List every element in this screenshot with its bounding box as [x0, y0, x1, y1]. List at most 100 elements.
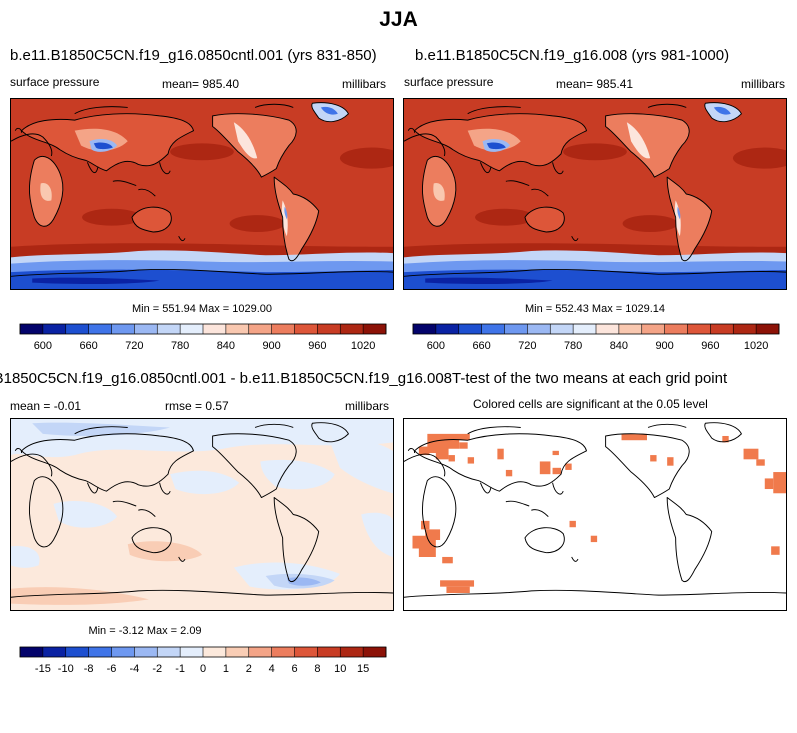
panel1-title: b.e11.B1850C5CN.f19_g16.0850cntl.001 (yr…	[10, 47, 377, 64]
panel1-colorbar-swatch	[248, 324, 272, 334]
panel3-title-clip: b.e11.B1850C5CN.f19_g16.0850cntl.001 - b…	[0, 368, 452, 390]
panel3-colorbar-tick-label: -2	[152, 663, 162, 675]
panel1-minmax: Min = 551.94 Max = 1029.00	[131, 303, 273, 315]
panel3-colorbar-swatch	[225, 647, 250, 657]
panel2-minmax: Min = 552.43 Max = 1029.14	[524, 303, 666, 315]
panel2-colorbar-swatch	[550, 324, 574, 334]
panel2-units: millibars	[741, 77, 786, 91]
panel2-colorbar-swatch	[573, 324, 597, 334]
panel2-variable: surface pressure	[404, 75, 494, 89]
panel3-colorbar-swatch	[340, 647, 364, 657]
panel1-colorbar-tick-label: 660	[79, 340, 97, 352]
panel1-variable: surface pressure	[10, 75, 100, 89]
panel3-colorbar-tick-label: -6	[107, 663, 117, 675]
panel3-colorbar-tick-label: -10	[58, 663, 74, 675]
panel1-colorbar-swatch	[111, 324, 135, 334]
panel3-colorbar-swatch	[294, 647, 318, 657]
panel3-minmax: Min = -3.12 Max = 2.09	[88, 625, 202, 637]
panel1-colorbar-tick-label: 900	[262, 340, 280, 352]
panel1-colorbar-tick-label: 840	[217, 340, 235, 352]
panel2-colorbar-swatch	[756, 324, 780, 334]
panel4-title: T-test of the two means at each grid poi…	[452, 370, 728, 387]
panel2-colorbar-tick-label: 960	[701, 340, 719, 352]
panel3-mean: mean = -0.01	[10, 399, 82, 413]
panel1-mean: mean= 985.40	[162, 77, 240, 91]
panel2-colorbar-swatch	[458, 324, 482, 334]
panel2-colorbar-tick-label: 840	[610, 340, 628, 352]
panel1-colorbar-swatch	[363, 324, 387, 334]
panel3-colorbar-tick-label: 6	[291, 663, 297, 675]
panel1-colorbar-tick-label: 960	[308, 340, 326, 352]
panel1-colorbar-swatch	[294, 324, 318, 334]
panel3-colorbar-swatch	[180, 647, 204, 657]
panel3-units: millibars	[345, 399, 390, 413]
panel2-colorbar-swatch	[710, 324, 734, 334]
panel2-colorbar-swatch	[687, 324, 711, 334]
panel1-colorbar-swatch	[65, 324, 89, 334]
panel3-colorbar-swatch	[134, 647, 158, 657]
panel3-colorbar-swatch	[65, 647, 89, 657]
panel2-colorbar-swatch	[733, 324, 757, 334]
panel1-colorbar-swatch	[157, 324, 181, 334]
panel3-colorbar-tick-label: -1	[175, 663, 185, 675]
panel2-mean: mean= 985.41	[556, 77, 634, 91]
panel1-colorbar-tick-label: 1020	[351, 340, 375, 352]
panel2-colorbar-tick-label: 660	[472, 340, 490, 352]
panel1-colorbar-swatch	[271, 324, 295, 334]
panel3-colorbar-tick-label: 4	[269, 663, 275, 675]
panel2-colorbar-swatch	[413, 324, 437, 334]
panel3-colorbar-swatch	[157, 647, 181, 657]
panel3-colorbar-tick-label: -4	[129, 663, 139, 675]
panel1-colorbar-swatch	[225, 324, 250, 334]
panel3-colorbar-swatch	[363, 647, 387, 657]
panel2-colorbar-swatch	[481, 324, 505, 334]
panel3-colorbar-tick-label: 10	[334, 663, 346, 675]
panel3-colorbar-tick-label: 0	[200, 663, 206, 675]
panel1-colorbar-tick-label: 780	[171, 340, 189, 352]
panel3-colorbar-swatch	[271, 647, 295, 657]
panel1-map	[10, 98, 394, 290]
panel2-colorbar-swatch	[641, 324, 665, 334]
panel2-colorbar-swatch	[435, 324, 460, 334]
panel2-colorbar-tick-label: 1020	[744, 340, 768, 352]
panel3-colorbar-tick-label: 1	[223, 663, 229, 675]
figure-title: JJA	[379, 8, 418, 31]
panel3-colorbar-swatch	[42, 647, 67, 657]
panel2-colorbar-swatch	[618, 324, 643, 334]
panel3-colorbar-tick-label: -15	[35, 663, 51, 675]
panel2-map	[403, 98, 787, 290]
panel3-colorbar-swatch	[88, 647, 112, 657]
panel4-subtitle: Colored cells are significant at the 0.0…	[473, 397, 708, 411]
panel3-colorbar-swatch	[317, 647, 341, 657]
panel3-colorbar-tick-label: -8	[84, 663, 94, 675]
panel1-colorbar-swatch	[340, 324, 364, 334]
panel3-colorbar-tick-label: 2	[246, 663, 252, 675]
panel2-title: b.e11.B1850C5CN.f19_g16.008 (yrs 981-100…	[415, 47, 730, 64]
panel3-colorbar-swatch	[111, 647, 135, 657]
panel2-colorbar-swatch	[504, 324, 528, 334]
panel4-map	[403, 418, 787, 611]
panel1-colorbar-tick-label: 720	[125, 340, 143, 352]
panel2-colorbar-swatch	[527, 324, 551, 334]
panel1-colorbar-swatch	[317, 324, 341, 334]
panel1-units: millibars	[342, 77, 387, 91]
panel3-colorbar-swatch	[248, 647, 272, 657]
panel1-colorbar: 600 660 720 780 840 900 960 1020	[19, 323, 387, 352]
panel2-colorbar-tick-label: 600	[427, 340, 445, 352]
panel2-colorbar-swatch	[596, 324, 620, 334]
panel3-colorbar-tick-label: 15	[357, 663, 369, 675]
panel1-colorbar-swatch	[20, 324, 44, 334]
panel3-colorbar: -15 -10 -8 -6 -4 -2 -1 0 1 2 4 6 8 10 15	[19, 646, 387, 675]
panel3-colorbar-tick-label: 8	[314, 663, 320, 675]
panel3-map	[10, 418, 394, 611]
panel1-colorbar-swatch	[203, 324, 227, 334]
panel3-colorbar-swatch	[20, 647, 44, 657]
panel3-title: b.e11.B1850C5CN.f19_g16.0850cntl.001 - b…	[0, 370, 452, 387]
panel1-colorbar-swatch	[180, 324, 204, 334]
panel2-colorbar-tick-label: 720	[518, 340, 536, 352]
panel2-colorbar-tick-label: 900	[655, 340, 673, 352]
panel2-colorbar-swatch	[664, 324, 688, 334]
panel3-colorbar-swatch	[203, 647, 227, 657]
panel1-colorbar-swatch	[88, 324, 112, 334]
panel1-colorbar-swatch	[134, 324, 158, 334]
